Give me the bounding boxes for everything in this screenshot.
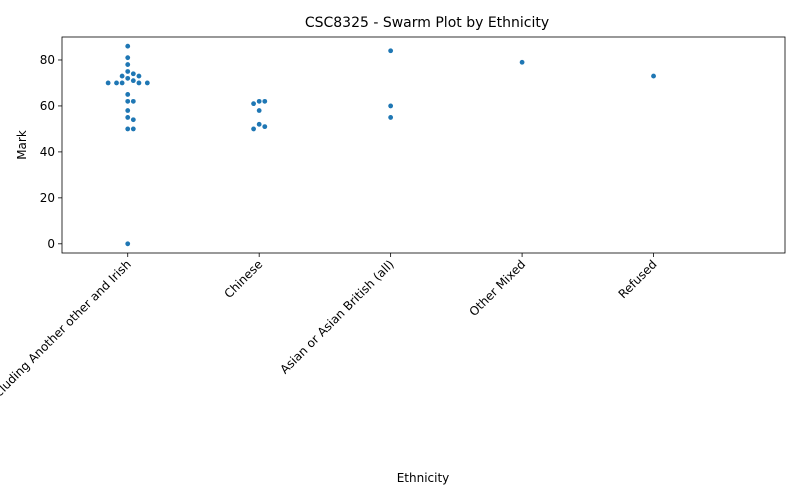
y-tick-label: 80 — [40, 53, 55, 67]
data-point — [125, 55, 131, 61]
data-point — [144, 80, 150, 86]
data-point — [388, 115, 394, 120]
y-tick-label: 60 — [40, 99, 55, 113]
data-point — [136, 80, 142, 86]
data-point — [130, 117, 136, 123]
data-point — [251, 126, 256, 132]
data-point — [136, 73, 142, 79]
x-tick-label: Other Mixed — [466, 257, 528, 319]
x-tick-label: White including Another other and Irish — [0, 257, 134, 434]
data-point — [130, 78, 136, 84]
data-point — [256, 98, 262, 104]
data-point — [114, 80, 119, 86]
data-point — [125, 69, 131, 74]
x-axis-label: Ethnicity — [397, 471, 450, 485]
y-tick-label: 20 — [40, 191, 55, 205]
data-point — [125, 115, 131, 120]
plot-area — [61, 36, 786, 254]
data-point — [125, 92, 131, 97]
data-point — [105, 80, 111, 86]
data-point — [651, 73, 656, 79]
data-point — [119, 73, 125, 79]
data-point — [130, 98, 136, 104]
x-tick-label: Refused — [616, 257, 660, 301]
data-point — [388, 48, 394, 54]
data-point — [130, 71, 136, 77]
data-point — [262, 98, 268, 104]
data-point — [125, 126, 131, 132]
data-point — [125, 108, 131, 113]
data-points — [105, 43, 656, 247]
data-point — [256, 108, 262, 113]
y-tick-label: 0 — [47, 237, 55, 251]
chart-title: CSC8325 - Swarm Plot by Ethnicity — [305, 15, 549, 31]
data-point — [125, 241, 131, 247]
data-point — [256, 121, 262, 127]
data-point — [125, 43, 131, 49]
data-point — [125, 75, 131, 81]
y-axis-label: Mark — [15, 130, 29, 160]
data-point — [262, 124, 268, 130]
data-point — [388, 103, 394, 109]
data-point — [519, 59, 525, 65]
data-point — [125, 98, 131, 104]
y-tick-label: 40 — [40, 145, 55, 159]
y-axis: 0 20 40 60 80 — [40, 53, 62, 251]
x-tick-label: Chinese — [221, 257, 265, 301]
data-point — [251, 101, 256, 107]
x-axis: White including Another other and Irish C… — [0, 253, 660, 434]
data-point — [125, 62, 131, 67]
data-point — [119, 80, 125, 86]
x-tick-label: Asian or Asian British (all) — [277, 257, 396, 376]
data-point — [130, 126, 136, 132]
